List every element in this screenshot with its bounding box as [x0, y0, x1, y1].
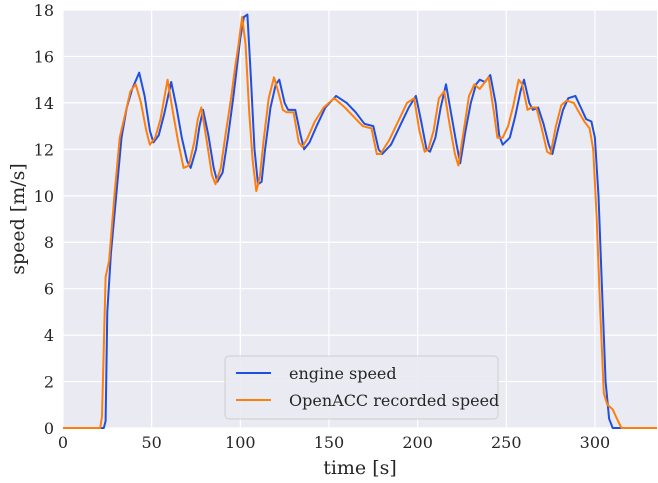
series-line-openacc-speed: [63, 16, 657, 429]
x-tick-label: 200: [402, 433, 433, 452]
x-tick-label: 50: [141, 433, 161, 452]
y-tick-label: 16: [34, 47, 54, 66]
x-tick-label: 0: [58, 433, 68, 452]
x-axis-title: time [s]: [323, 457, 397, 479]
y-tick-label: 12: [34, 140, 54, 159]
y-tick-label: 4: [44, 326, 54, 345]
tick-labels: 0 50 100 150 200 250 300 0 2 4 6 8 10 12 14 16 18: [34, 1, 611, 452]
x-tick-label: 300: [580, 433, 611, 452]
y-axis-title: speed [m/s]: [7, 163, 29, 275]
x-tick-label: 100: [225, 433, 256, 452]
series-line-engine-speed: [63, 13, 657, 429]
y-tick-label: 14: [34, 94, 54, 113]
y-tick-label: 18: [34, 1, 54, 20]
y-tick-label: 2: [44, 373, 54, 392]
y-tick-label: 8: [44, 233, 54, 252]
x-tick-label: 150: [314, 433, 345, 452]
y-tick-label: 10: [34, 187, 54, 206]
legend-label-engine-speed: engine speed: [289, 364, 397, 383]
grid-lines: [62, 9, 657, 429]
legend-label-openacc-speed: OpenACC recorded speed: [289, 391, 499, 410]
y-tick-label: 6: [44, 280, 54, 299]
y-tick-label: 0: [44, 419, 54, 438]
x-tick-label: 250: [491, 433, 522, 452]
series-layer: [63, 13, 657, 429]
legend: engine speed OpenACC recorded speed: [224, 355, 499, 420]
legend-box: [224, 355, 499, 420]
